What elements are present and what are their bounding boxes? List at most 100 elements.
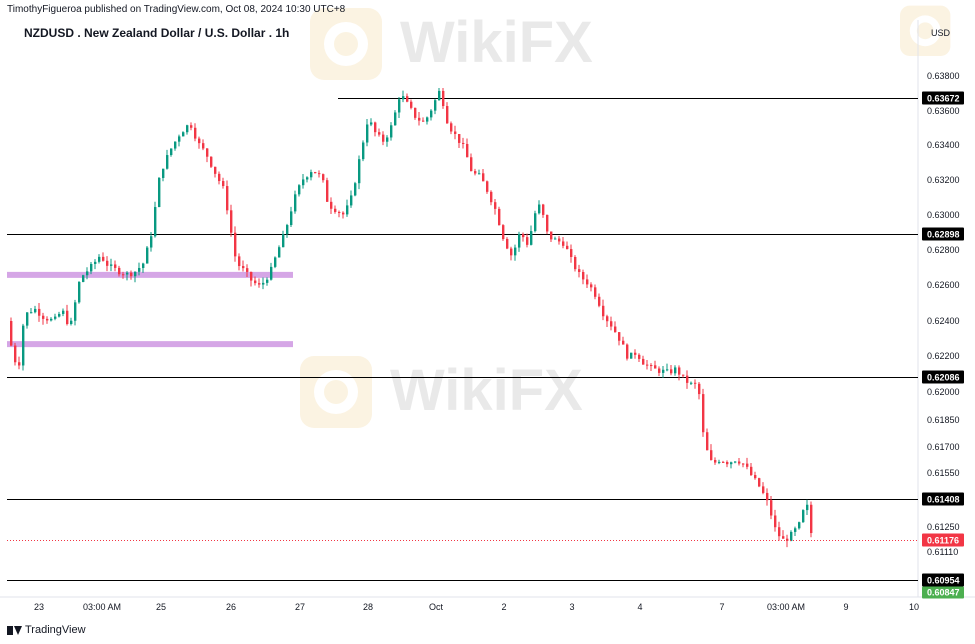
candle [150, 231, 153, 252]
candle [690, 381, 693, 385]
candle [622, 336, 625, 345]
candle [722, 460, 725, 463]
candle [746, 457, 749, 470]
candle [62, 308, 65, 317]
candle [642, 355, 645, 365]
candle [578, 264, 581, 278]
candle [682, 374, 685, 378]
candle [490, 190, 493, 206]
candle [178, 134, 181, 147]
candle [254, 276, 257, 286]
candle [406, 93, 409, 103]
x-tick-label-13: 10 [909, 602, 919, 612]
candle [686, 370, 689, 389]
candle [58, 311, 61, 318]
candle [374, 121, 377, 137]
candle [470, 153, 473, 172]
support-zone-1[interactable] [7, 341, 293, 348]
candle [294, 190, 297, 214]
candle [258, 278, 261, 288]
candle [50, 317, 53, 322]
x-tick-label-12: 9 [843, 602, 848, 612]
candle [458, 133, 461, 149]
candle [30, 307, 33, 314]
x-tick-label-1: 03:00 AM [83, 602, 121, 612]
candle [310, 169, 313, 181]
candle [630, 352, 633, 359]
wikifx-watermark-text: WikiFX [400, 10, 593, 75]
y-tick-label-3: 0.63200 [927, 175, 960, 185]
candle [126, 271, 129, 281]
candle [538, 200, 541, 215]
candle [418, 112, 421, 126]
support-zone-0[interactable] [7, 271, 293, 278]
candle [282, 230, 285, 248]
level-price-tag-0 [922, 91, 964, 105]
candle [582, 269, 585, 285]
candle [734, 461, 737, 464]
x-tick-label-8: 3 [569, 602, 574, 612]
x-tick-label-10: 7 [719, 602, 724, 612]
candle [482, 168, 485, 182]
wikifx-watermark-0: WikiFX [310, 8, 593, 80]
candle [754, 471, 757, 480]
candle [14, 342, 17, 366]
y-tick-label-11: 0.61700 [927, 442, 960, 452]
y-tick-label-14: 0.61110 [927, 547, 958, 557]
candle [322, 173, 325, 183]
candle [114, 260, 117, 272]
candle [674, 365, 677, 376]
candle [318, 170, 321, 178]
candle [194, 123, 197, 142]
candle [66, 304, 69, 326]
y-tick-label-6: 0.62600 [927, 280, 960, 290]
bid-price-tag [922, 586, 964, 599]
candle [522, 232, 525, 242]
candle [506, 237, 509, 250]
candle [142, 262, 145, 273]
candle [38, 303, 41, 322]
candle [498, 206, 501, 226]
candle [122, 271, 125, 279]
candle [170, 148, 173, 157]
candles-layer [10, 87, 813, 548]
chart-title: NZDUSD . New Zealand Dollar / U.S. Dolla… [24, 26, 290, 40]
candle [206, 148, 209, 163]
wikifx-watermark-1: WikiFX [300, 356, 583, 428]
tradingview-footer[interactable]: TradingView [7, 624, 86, 636]
candle [386, 135, 389, 147]
candle [710, 444, 713, 461]
candle [654, 360, 657, 369]
candle [402, 90, 405, 103]
candle [110, 258, 113, 272]
candle [794, 526, 797, 537]
candle [242, 260, 245, 272]
candle [18, 356, 21, 370]
y-tick-label-1: 0.63600 [927, 106, 960, 116]
candle [510, 246, 513, 261]
candle [438, 87, 441, 101]
candle [806, 499, 809, 516]
candle [750, 462, 753, 476]
y-tick-label-10: 0.61850 [927, 415, 960, 425]
candle [246, 264, 249, 278]
candle [738, 457, 741, 466]
level-price-label-2: 0.62086 [927, 373, 960, 383]
candle [610, 316, 613, 331]
candle [554, 236, 557, 240]
candle [502, 224, 505, 241]
candle [98, 254, 101, 264]
x-tick-label-4: 27 [295, 602, 305, 612]
current-price-label: 0.61176 [927, 536, 959, 546]
candle [86, 267, 89, 280]
candle [546, 214, 549, 235]
watermark-layer: WikiFX WikiFX [300, 5, 951, 428]
x-tick-label-11: 03:00 AM [767, 602, 805, 612]
candle [414, 107, 417, 120]
candle [526, 233, 529, 248]
candle [366, 119, 369, 147]
candle [714, 457, 717, 465]
candle [694, 379, 697, 389]
